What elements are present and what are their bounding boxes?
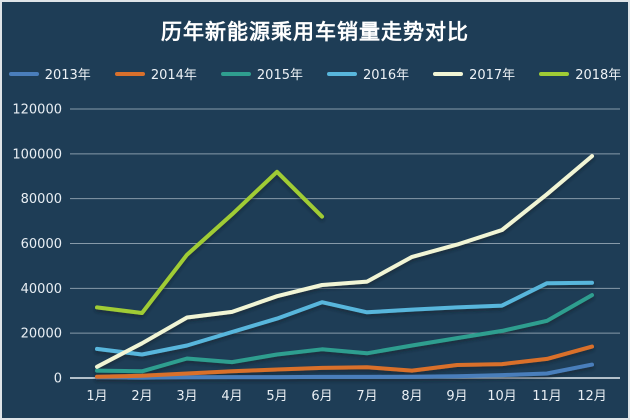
legend-swatch-icon — [433, 71, 464, 76]
chart-legend: 2013年 2014年 2015年 2016年 2017年 2018年 — [2, 64, 628, 83]
legend-label: 2018年 — [575, 68, 622, 83]
legend-item-2018[interactable]: 2018年 — [539, 64, 621, 83]
x-axis-label: 8月 — [401, 389, 422, 404]
legend-swatch-icon — [220, 71, 251, 76]
series-line-2013 — [95, 362, 594, 380]
series-line-2014 — [95, 344, 594, 379]
series-line-2015 — [95, 293, 594, 374]
x-axis-label: 9月 — [446, 389, 467, 404]
legend-swatch-icon — [539, 71, 570, 76]
legend-label: 2015年 — [256, 68, 303, 83]
legend-label: 2013年 — [44, 68, 91, 83]
series-group — [95, 154, 594, 380]
y-axis-label: 60000 — [21, 237, 62, 252]
x-axis-label: 2月 — [131, 389, 152, 404]
legend-item-2016[interactable]: 2016年 — [327, 64, 409, 83]
x-axis-label: 5月 — [266, 389, 287, 404]
legend-item-2014[interactable]: 2014年 — [114, 64, 197, 83]
legend-swatch-icon — [327, 71, 357, 76]
x-axis-label: 6月 — [311, 389, 332, 404]
series-line-2017 — [95, 154, 594, 369]
legend-item-2017[interactable]: 2017年 — [433, 64, 515, 83]
chart-title: 历年新能源乘用车销量走势对比 — [161, 20, 469, 44]
y-axis-label: 100000 — [12, 147, 62, 162]
x-axis-label: 7月 — [356, 389, 377, 404]
x-axis-label: 1月 — [86, 389, 107, 404]
legend-label: 2016年 — [363, 68, 410, 83]
x-axis-label: 4月 — [221, 389, 242, 404]
legend-swatch-icon — [8, 71, 39, 76]
series-line-2016 — [95, 280, 594, 357]
legend-swatch-icon — [114, 71, 145, 76]
legend-label: 2017年 — [469, 68, 516, 83]
legend-label: 2014年 — [150, 68, 197, 83]
y-axis-label: 80000 — [21, 192, 62, 207]
y-axis-label: 20000 — [21, 327, 62, 342]
x-axis-label: 10月 — [487, 389, 517, 404]
x-axis-label: 11月 — [532, 389, 562, 404]
series-line-2018 — [95, 169, 324, 315]
legend-item-2013[interactable]: 2013年 — [8, 64, 91, 83]
x-axis-label: 12月 — [577, 389, 607, 404]
y-axis-label: 0 — [54, 372, 62, 387]
legend-item-2015[interactable]: 2015年 — [220, 64, 303, 83]
x-axis-label: 3月 — [176, 389, 197, 404]
y-axis-label: 40000 — [21, 282, 62, 297]
axis-labels-group: 0 20000 40000 60000 80000 100000 120000 1月 2月 3月 4… — [12, 103, 606, 405]
y-axis-label: 120000 — [12, 103, 62, 118]
